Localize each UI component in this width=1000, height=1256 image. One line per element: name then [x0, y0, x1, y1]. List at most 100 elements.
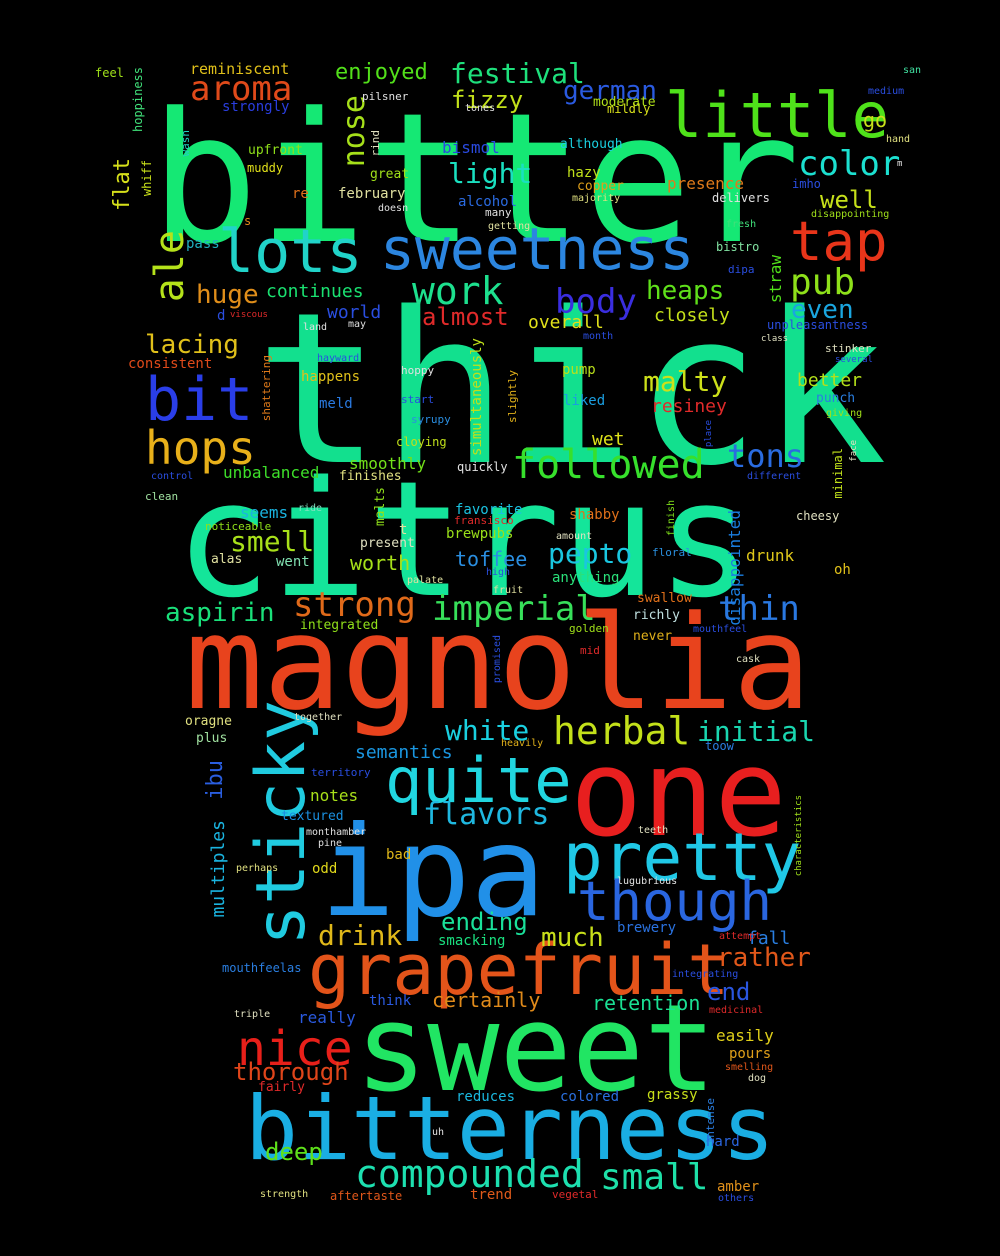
word-ipa: ipa [320, 800, 546, 945]
word-ibu: ibu [203, 760, 228, 800]
word-several: several [835, 355, 873, 365]
word-closely: closely [654, 305, 730, 326]
word-huge: huge [196, 280, 259, 310]
word-nice: nice [237, 1021, 353, 1077]
word-triple: triple [234, 1009, 271, 1020]
word-dipa: dipa [728, 263, 755, 276]
word-flavors: flavors [423, 797, 550, 832]
word-hoppiness: hoppiness [131, 67, 145, 133]
word-thorough: thorough [233, 1058, 349, 1086]
word-present: present [360, 536, 415, 551]
word-oragne: oragne [185, 714, 232, 729]
word-lots: lots [218, 217, 363, 287]
word-multiples: multiples [208, 820, 229, 918]
word-strongly: strongly [222, 99, 290, 115]
word-monthamber: monthamber [306, 827, 367, 838]
word-muddy: muddy [247, 161, 284, 175]
word-grassy: grassy [647, 1087, 698, 1103]
word-whiff: whiff [140, 160, 154, 197]
word-pours: pours [729, 1046, 772, 1062]
word-go: go [863, 108, 888, 132]
word-rather: rather [717, 943, 811, 973]
word-lacing: lacing [145, 330, 239, 360]
word-thin: thin [718, 589, 800, 629]
word-different: different [747, 471, 802, 482]
word-meld: meld [319, 396, 353, 412]
word-pass: pass [186, 236, 220, 252]
word-attempt: attempt [719, 931, 762, 942]
word-straw: straw [766, 255, 785, 304]
word-integrated: integrated [300, 618, 379, 633]
word-mildly: mildly [607, 102, 651, 116]
word-notes: notes [310, 786, 359, 805]
word-magnolia: magnolia [185, 587, 812, 739]
word-high: high [486, 567, 511, 578]
word-favorite: favorite [455, 502, 523, 518]
word-perhaps: perhaps [236, 863, 279, 874]
word-mid: mid [580, 644, 600, 657]
word-better: better [797, 370, 863, 391]
word-fruit: fruit [493, 585, 524, 596]
word-malty: malty [643, 365, 728, 398]
word-bismol: bismol [442, 138, 500, 157]
word-compounded: compounded [355, 1152, 584, 1196]
word-bistro: bistro [716, 240, 760, 254]
word-viscous: viscous [230, 310, 268, 320]
word-toffee: toffee [455, 547, 528, 571]
word-textured: textured [281, 809, 344, 824]
word-place: place [704, 420, 714, 448]
word-though: though [577, 870, 773, 933]
word-floral: floral [652, 546, 692, 559]
word-grapefruit: grapefruit [308, 929, 730, 1011]
word-control: control [151, 471, 194, 482]
word-finishes: finishes [339, 469, 402, 484]
word-wet: wet [592, 429, 625, 450]
word-pretty: pretty [563, 819, 802, 896]
word-copper: copper [577, 179, 624, 194]
word-drink: drink [318, 919, 403, 952]
word-hard: hard [706, 1134, 740, 1150]
word-toow: toow [705, 739, 734, 753]
word-shabby: shabby [569, 507, 620, 523]
word-mouthfeelas: mouthfeelas [222, 961, 302, 975]
word-fizzy: fizzy [451, 86, 524, 114]
word-cloying: cloying [396, 435, 447, 449]
word-majority: majority [572, 193, 621, 204]
word-bit: bit [145, 365, 254, 435]
word-deep: deep [265, 1138, 323, 1166]
word-cheesy: cheesy [796, 509, 840, 523]
word-lugubrious: lugubrious [617, 876, 678, 887]
word-moderate: moderate [593, 95, 656, 110]
word-together: together [294, 712, 343, 723]
word-malts: malts [373, 487, 388, 527]
word-may: may [348, 319, 367, 330]
word-medicinal: medicinal [709, 1005, 764, 1016]
word-ride: ride [298, 503, 323, 514]
word-consistent: consistent [128, 356, 213, 372]
word-much: much [541, 923, 604, 953]
word-resiney: resiney [651, 396, 727, 417]
word-almost: almost [422, 303, 509, 331]
word-liked: liked [563, 393, 606, 409]
word-getting: getting [488, 221, 531, 232]
word-tons: tons [727, 437, 805, 475]
word-initial: initial [697, 715, 816, 748]
word-face: face [849, 440, 859, 462]
word-really: really [298, 1008, 356, 1027]
word-sweetness: sweetness [380, 215, 695, 283]
word-quickly: quickly [457, 460, 508, 474]
word-clean: clean [145, 490, 179, 503]
word-herbal: herbal [553, 709, 691, 753]
word-went: went [276, 554, 310, 570]
word-wasn: wasn [179, 130, 192, 157]
word-bad: bad [386, 847, 412, 863]
word-d: d [217, 308, 226, 324]
word-work: work [412, 269, 504, 313]
word-unpleasantness: unpleasantness [767, 318, 869, 332]
word-pilsner: pilsner [362, 90, 409, 103]
word-tap: tap [790, 210, 888, 273]
word-swallow: swallow [637, 591, 692, 606]
word-uh: uh [432, 1127, 445, 1138]
word-class: class [761, 334, 789, 344]
word-shattering: shattering [260, 355, 273, 422]
